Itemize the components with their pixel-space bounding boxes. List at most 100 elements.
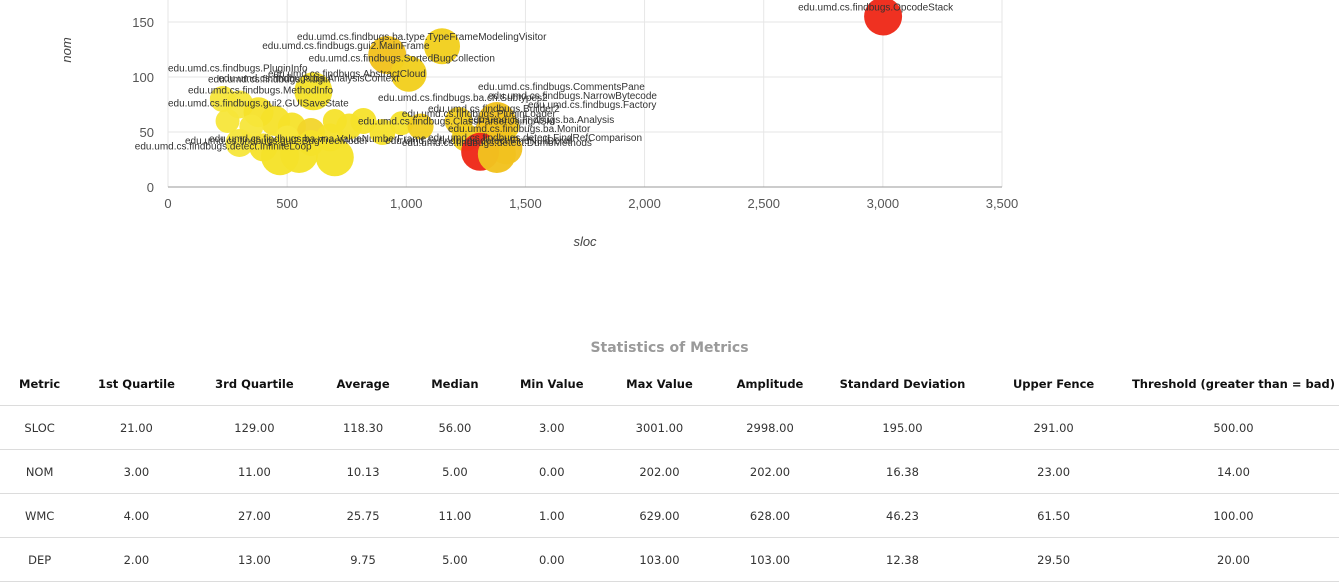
bubble-label-overlap: edu.umd.cs.findbugs.ba.ch.Subtypes2 bbox=[378, 93, 548, 104]
bubble-label: edu.umd.cs.findbugs.ba.AnalysisContext bbox=[218, 73, 399, 84]
cell-amplitude: 2998.00 bbox=[714, 405, 826, 450]
header-metric[interactable]: Metric bbox=[0, 362, 80, 406]
bubble bbox=[390, 55, 427, 92]
bubble-label: edu.umd.cs.findbugs.OpcodeStack bbox=[798, 3, 954, 14]
x-axis-title: sloc bbox=[573, 234, 597, 249]
x-tick-label: 2,000 bbox=[628, 196, 661, 211]
cell-std: 16.38 bbox=[825, 449, 980, 494]
bubble bbox=[315, 138, 354, 177]
cell-std: 12.38 bbox=[825, 537, 980, 582]
bubble-label-overlap: edu.umd.cs.findbugs.ClassParserUsingASM bbox=[358, 116, 555, 127]
bubble-label-overlap: edu.umd.cs.findbugs.CommentsPane bbox=[478, 82, 645, 93]
cell-min: 3.00 bbox=[498, 405, 605, 450]
bubble-label: edu.umd.cs.findbugs.ba.vna.ValueNumberFr… bbox=[209, 134, 427, 145]
y-axis-title: nom bbox=[59, 37, 74, 62]
cell-metric: SLOC bbox=[0, 405, 80, 450]
bubble-label-overlap: edu.umd.cs.findbugs.NarrowBytecode bbox=[488, 91, 657, 102]
cell-threshold: 14.00 bbox=[1127, 449, 1339, 494]
cell-upper-fence: 61.50 bbox=[979, 493, 1128, 538]
y-tick-label: 150 bbox=[132, 15, 154, 30]
bubble bbox=[294, 72, 333, 111]
bubble bbox=[389, 111, 414, 136]
cell-q3: 13.00 bbox=[193, 537, 316, 582]
header-median[interactable]: Median bbox=[410, 362, 499, 406]
cell-max: 3001.00 bbox=[604, 405, 715, 450]
bubble-label: edu.umd.cs.findbugs.SortedBugCollection bbox=[309, 54, 495, 65]
header-standard-deviation[interactable]: Standard Deviation bbox=[825, 362, 980, 406]
cell-q3: 27.00 bbox=[193, 493, 316, 538]
x-tick-label: 1,500 bbox=[509, 196, 542, 211]
stats-row-sloc: SLOC 21.00 129.00 118.30 56.00 3.00 3001.00 299… bbox=[0, 405, 1339, 450]
y-tick-label: 0 bbox=[147, 180, 154, 195]
header-average[interactable]: Average bbox=[315, 362, 411, 406]
cell-median: 56.00 bbox=[410, 405, 499, 450]
cell-q1: 4.00 bbox=[79, 493, 194, 538]
bubble bbox=[239, 114, 264, 139]
bubble-label-overlap: edu.umd.cs.findbugs.MethodInfo bbox=[188, 86, 334, 97]
cell-std: 195.00 bbox=[825, 405, 980, 450]
cell-average: 25.75 bbox=[315, 493, 411, 538]
bubble-label-overlap: edu.umd.cs.findbugs.PluginInfo bbox=[168, 64, 308, 75]
cell-q3: 129.00 bbox=[193, 405, 316, 450]
bubble bbox=[407, 113, 434, 140]
cell-q3: 11.00 bbox=[193, 449, 316, 494]
cell-q1: 2.00 bbox=[79, 537, 194, 582]
cell-median: 5.00 bbox=[410, 449, 499, 494]
cell-max: 103.00 bbox=[604, 537, 715, 582]
cell-metric: DEP bbox=[0, 537, 80, 582]
bubble-label-overlap: edu.umd.cs.findbugs.ba.Monitor bbox=[448, 124, 591, 135]
cell-q1: 3.00 bbox=[79, 449, 194, 494]
bubble-label: edu.umd.cs.findbugs.detect.DumbMethods bbox=[402, 138, 592, 149]
bubble-label-overlap: edu.umd.cs.findbugs.Plugin bbox=[208, 75, 331, 86]
bubble-label-overlap: edu.umd.cs.findbugs.ba.Analysis bbox=[468, 115, 614, 126]
cell-min: 1.00 bbox=[498, 493, 605, 538]
header-max-value[interactable]: Max Value bbox=[604, 362, 715, 406]
stats-row-nom: NOM 3.00 11.00 10.13 5.00 0.00 202.00 202.00 16.… bbox=[0, 449, 1339, 494]
cell-average: 118.30 bbox=[315, 405, 411, 450]
bubble-label: edu.umd.cs.findbugs.gui2.MainFrame bbox=[262, 41, 430, 52]
bubble bbox=[350, 108, 377, 134]
bubble-label: edu.umd.cs.findbugs.PluginLoader bbox=[402, 109, 557, 120]
bubble-label: edu.umd.cs.findbugs.gui2.BugTreeModel bbox=[185, 136, 367, 147]
cell-median: 11.00 bbox=[410, 493, 499, 538]
bubble-label-overlap: edu.umd.cs.findbugs.Factory bbox=[528, 100, 656, 111]
header-min-value[interactable]: Min Value bbox=[498, 362, 605, 406]
cell-amplitude: 103.00 bbox=[714, 537, 826, 582]
cell-max: 202.00 bbox=[604, 449, 715, 494]
cell-amplitude: 202.00 bbox=[714, 449, 826, 494]
x-tick-label: 1,000 bbox=[390, 196, 423, 211]
header-amplitude[interactable]: Amplitude bbox=[714, 362, 826, 406]
bubble bbox=[322, 109, 347, 133]
y-tick-label: 50 bbox=[140, 125, 154, 140]
cell-threshold: 100.00 bbox=[1127, 493, 1339, 538]
cell-min: 0.00 bbox=[498, 537, 605, 582]
cell-threshold: 20.00 bbox=[1127, 537, 1339, 582]
stats-row-dep: DEP 2.00 13.00 9.75 5.00 0.00 103.00 103.00 12.3… bbox=[0, 537, 1339, 582]
bubble-label-overlap: edu.umd.cs.findbugs.AbstractCloud bbox=[268, 69, 426, 80]
cell-min: 0.00 bbox=[498, 449, 605, 494]
cell-upper-fence: 29.50 bbox=[979, 537, 1128, 582]
stats-title: Statistics of Metrics bbox=[590, 340, 749, 356]
chart-canvas: 0 500 1,000 1,500 2,000 2,500 3,000 3,500 0 50 100… bbox=[59, 0, 1019, 249]
cell-amplitude: 628.00 bbox=[714, 493, 826, 538]
cell-average: 10.13 bbox=[315, 449, 411, 494]
cell-max: 629.00 bbox=[604, 493, 715, 538]
x-tick-label: 2,500 bbox=[747, 196, 780, 211]
bubble-label: edu.umd.cs.findbugs.ba.type.TypeFrameMod… bbox=[297, 32, 547, 43]
bubble-label-overlap: edu.umd.cs.findbugs.detect.FindRefCompar… bbox=[428, 133, 642, 144]
header-upper-fence[interactable]: Upper Fence bbox=[979, 362, 1128, 406]
bubble-chart: 0 500 1,000 1,500 2,000 2,500 3,000 3,500 0 50 100… bbox=[59, 0, 1019, 249]
x-tick-label: 3,500 bbox=[986, 196, 1019, 211]
header-threshold[interactable]: Threshold (greater than = bad) bbox=[1127, 362, 1339, 406]
cell-upper-fence: 291.00 bbox=[979, 405, 1128, 450]
header-1st-quartile[interactable]: 1st Quartile bbox=[79, 362, 194, 406]
x-tick-label: 3,000 bbox=[867, 196, 900, 211]
bubble bbox=[477, 102, 516, 140]
bubble bbox=[215, 109, 240, 133]
stats-row-wmc: WMC 4.00 27.00 25.75 11.00 1.00 629.00 628.00 46… bbox=[0, 493, 1339, 538]
x-tick-label: 0 bbox=[164, 196, 171, 211]
cell-metric: NOM bbox=[0, 449, 80, 494]
cell-upper-fence: 23.00 bbox=[979, 449, 1128, 494]
header-3rd-quartile[interactable]: 3rd Quartile bbox=[193, 362, 316, 406]
bubble bbox=[369, 119, 396, 145]
